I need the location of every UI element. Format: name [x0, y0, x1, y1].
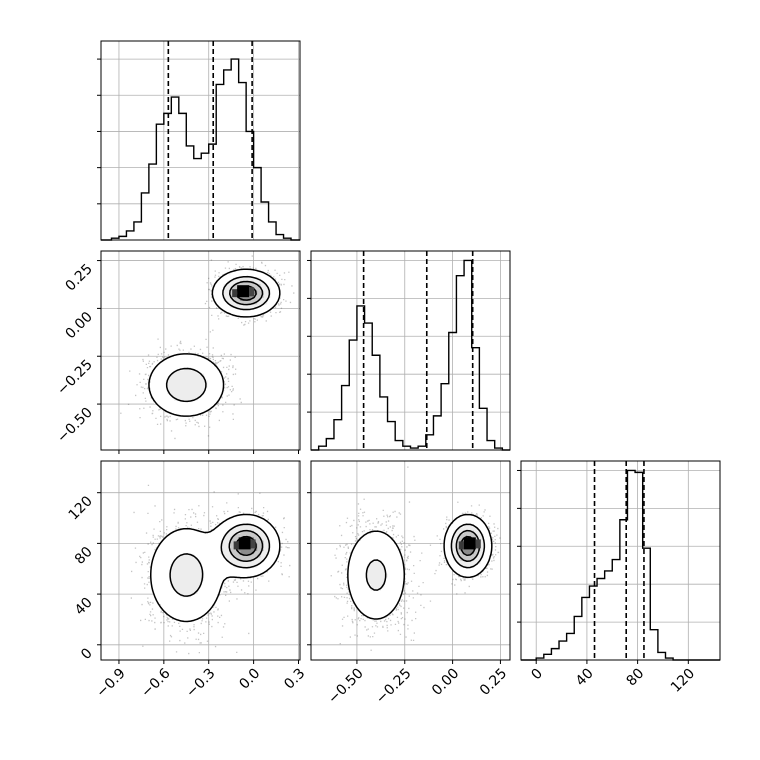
density-panel-0-2-border [100, 460, 301, 661]
density-panel-0-2-contour-2 [228, 529, 264, 563]
y-tick-label-p2-1: 40 [72, 595, 96, 619]
x-tick-label-p0-4: 0.3 [281, 666, 308, 693]
x-tick-label-p2-3: 120 [668, 666, 698, 696]
hist-panel-1-background [311, 251, 510, 450]
density-panel-0-2 [97, 460, 301, 664]
y-tick-label-p1-0: −0.50 [54, 405, 96, 447]
corner-plot-panels [97, 40, 721, 664]
density-panel-0-1-peak-shade2-0 [249, 287, 255, 297]
x-tick-label-p1-3: 0.25 [477, 666, 510, 699]
x-tick-label-p0-2: −0.3 [183, 666, 218, 701]
x-tick-label-p1-1: −0.25 [373, 666, 415, 708]
x-tick-label-p2-1: 40 [573, 666, 597, 690]
x-tick-label-p1-2: 0.00 [429, 666, 462, 699]
density-panel-1-2-peak-shade-2 [458, 541, 464, 550]
density-panel-0-2-peak-1 [238, 537, 251, 550]
y-tick-label-p1-2: 0.00 [62, 309, 95, 342]
y-tick-label-p2-3: 120 [66, 493, 96, 523]
density-panel-0-2-content [130, 484, 291, 655]
density-panel-0-1-peak-0 [237, 285, 250, 298]
density-panel-0-2-contour-1 [169, 523, 271, 597]
x-tick-label-p2-0: 0 [528, 666, 546, 684]
density-panel-0-1-level-fill-1 [167, 277, 271, 401]
density-panel-0-1 [97, 250, 301, 454]
hist-panel-0-border [100, 40, 301, 241]
y-tick-label-p2-2: 80 [72, 544, 96, 568]
density-panel-1-2-content [330, 466, 501, 651]
hist-panel-0-histogram [101, 58, 300, 241]
x-tick-label-p1-0: −0.50 [325, 666, 367, 708]
hist-panel-1 [307, 250, 511, 451]
density-panel-1-2-border [310, 460, 511, 661]
density-panel-0-1-contour-1 [165, 275, 271, 403]
density-panel-0-2-peak-shade-1 [233, 541, 239, 550]
hist-panel-1-histogram [311, 259, 510, 451]
density-panel-1-2-peak-shade2-2 [475, 539, 481, 549]
density-panel-0-1-peak-shade-0 [232, 289, 238, 298]
x-tick-label-p0-1: −0.6 [138, 665, 173, 700]
hist-panel-1-border [310, 250, 511, 451]
density-panel-1-2-level-fill-1 [367, 524, 484, 591]
density-panel-0-1-content [120, 255, 295, 440]
hist-panel-2-border [520, 460, 721, 661]
hist-panel-2-background [521, 461, 720, 660]
density-panel-0-1-contour-2 [228, 280, 264, 306]
density-panel-0-1-scatter [120, 255, 295, 440]
density-panel-1-2 [307, 460, 511, 664]
density-panel-1-2-peak-2 [463, 537, 476, 550]
hist-panel-2 [517, 460, 721, 661]
density-panel-1-2-contour-0 [347, 513, 493, 620]
x-tick-label-p0-3: 0.0 [236, 666, 263, 693]
x-tick-label-p2-2: 80 [624, 666, 648, 690]
hist-panel-0-background [101, 41, 300, 240]
density-panel-0-2-contour-0 [150, 513, 281, 623]
hist-panel-2-histogram [521, 469, 720, 661]
density-panel-1-2-contour-1 [365, 523, 486, 591]
density-panel-0-1-contour-0 [148, 268, 281, 417]
hist-panel-0 [97, 40, 301, 241]
y-tick-label-p2-0: 0 [78, 645, 96, 663]
y-tick-label-p1-3: 0.25 [62, 261, 95, 294]
x-tick-label-p0-0: −0.9 [93, 666, 128, 701]
density-panel-0-2-peak-shade2-1 [250, 539, 256, 549]
y-tick-label-p1-1: −0.25 [54, 357, 96, 399]
density-panel-0-1-border [100, 250, 301, 451]
